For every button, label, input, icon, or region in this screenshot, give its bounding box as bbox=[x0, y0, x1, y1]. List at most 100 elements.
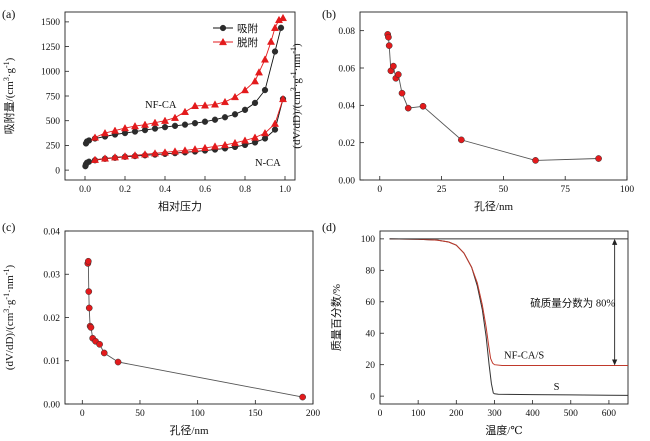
annotation-nf-ca-s: NF-CA/S bbox=[504, 350, 544, 361]
y-tick-label: 250 bbox=[46, 142, 61, 152]
x-tick-label: 0 bbox=[377, 185, 382, 195]
data-point bbox=[271, 126, 279, 133]
data-point bbox=[114, 358, 122, 366]
y-tick-label: 40 bbox=[366, 330, 376, 340]
x-axis-label: 孔径/nm bbox=[169, 424, 209, 437]
y-tick-label: 0.04 bbox=[43, 227, 60, 237]
data-point bbox=[241, 106, 249, 113]
data-point bbox=[254, 68, 264, 76]
y-tick-label: 0 bbox=[370, 392, 375, 402]
data-point bbox=[85, 288, 93, 295]
data-point bbox=[270, 23, 280, 31]
data-point bbox=[131, 128, 139, 135]
chart-panel-1: (a) 0.0 0.2 0.4 0.6 0.8 1.0 0 250 500 750 1000 1250 1… bbox=[2, 7, 296, 213]
data-point bbox=[419, 102, 427, 110]
y-tick-label: 0.02 bbox=[43, 314, 60, 324]
data-point bbox=[141, 126, 149, 134]
data-point bbox=[130, 122, 140, 130]
plot-frame bbox=[379, 230, 629, 405]
y-axis-label: 吸附量/(cm3·g-1) bbox=[2, 57, 17, 134]
y-tick-label: 60 bbox=[366, 298, 376, 308]
y-tick-label: 0.03 bbox=[43, 271, 60, 281]
y-tick-label: 1250 bbox=[41, 43, 60, 53]
legend-label: 吸附 bbox=[237, 22, 258, 35]
data-point bbox=[130, 151, 140, 159]
data-point bbox=[191, 120, 199, 127]
data-point bbox=[180, 107, 190, 115]
y-tick-label: 0.08 bbox=[338, 27, 355, 37]
data-point bbox=[110, 126, 120, 134]
data-point bbox=[85, 158, 93, 165]
data-point bbox=[231, 111, 239, 118]
x-tick-label: 50 bbox=[499, 185, 509, 195]
y-tick-label: 1000 bbox=[41, 68, 60, 78]
data-point bbox=[240, 85, 250, 94]
y-tick-label: 0.00 bbox=[338, 176, 355, 186]
x-tick-label: 25 bbox=[437, 185, 447, 195]
data-point bbox=[190, 145, 200, 153]
data-point bbox=[160, 116, 170, 124]
data-point bbox=[458, 136, 465, 144]
annotation-nf-ca: NF-CA bbox=[145, 100, 177, 111]
y-tick-label: 750 bbox=[46, 92, 61, 102]
x-axis-label: 孔径/nm bbox=[474, 200, 514, 213]
x-tick-label: 0 bbox=[378, 409, 383, 419]
y-tick-label: 500 bbox=[46, 117, 61, 127]
data-point bbox=[211, 116, 219, 123]
data-point bbox=[261, 135, 269, 142]
data-point bbox=[260, 55, 270, 63]
data-point bbox=[150, 149, 160, 157]
x-tick-label: 0.8 bbox=[239, 185, 251, 195]
panel-label: (d) bbox=[322, 220, 336, 234]
y-tick-label: 20 bbox=[366, 361, 376, 371]
y-tick-label: 0.02 bbox=[338, 139, 355, 149]
data-point bbox=[171, 122, 179, 129]
data-point bbox=[250, 77, 260, 85]
x-tick-label: 500 bbox=[564, 409, 579, 419]
x-axis-label: 相对压力 bbox=[158, 199, 202, 213]
data-point bbox=[120, 124, 130, 132]
x-tick-label: 400 bbox=[525, 409, 540, 419]
panel-label: (b) bbox=[322, 7, 336, 21]
plot-frame bbox=[64, 230, 314, 405]
data-point bbox=[110, 153, 120, 161]
data-point bbox=[84, 257, 92, 265]
x-tick-label: 200 bbox=[306, 409, 321, 419]
y-tick-label: 0.06 bbox=[338, 64, 355, 74]
y-tick-label: 0.04 bbox=[338, 102, 355, 112]
chart-panel-4: (d) 0 100 200 300 400 500 600 0 20 40 60 80 100 温度/℃ 质量… bbox=[322, 220, 629, 437]
data-point bbox=[190, 101, 200, 110]
data-point bbox=[398, 89, 406, 97]
x-tick-label: 100 bbox=[191, 409, 206, 419]
y-tick-label: 0.01 bbox=[43, 357, 60, 367]
legend-marker bbox=[219, 24, 227, 32]
legend-label: 脱附 bbox=[237, 36, 258, 49]
data-point bbox=[160, 148, 170, 156]
data-point bbox=[271, 48, 279, 55]
x-tick-label: 0.2 bbox=[119, 185, 131, 195]
y-tick-label: 80 bbox=[366, 267, 376, 277]
data-point bbox=[299, 393, 306, 401]
data-point bbox=[120, 152, 130, 160]
data-point bbox=[140, 120, 150, 128]
x-tick-label: 100 bbox=[620, 185, 635, 195]
panel-label: (a) bbox=[2, 7, 15, 21]
x-tick-label: 0.0 bbox=[79, 185, 91, 195]
y-tick-label: 0.00 bbox=[43, 400, 60, 410]
data-point bbox=[85, 304, 93, 312]
data-point bbox=[100, 154, 110, 162]
y-tick-label: 100 bbox=[361, 235, 376, 245]
data-point bbox=[251, 99, 259, 107]
data-point bbox=[170, 113, 180, 121]
y-axis-label: (dV/dD)/(cm3·g-1·nm-1) bbox=[289, 43, 304, 149]
annotation-s: S bbox=[554, 382, 560, 393]
x-tick-label: 150 bbox=[248, 409, 263, 419]
data-point bbox=[200, 101, 210, 109]
series-line-1 bbox=[387, 34, 599, 161]
data-point bbox=[200, 143, 210, 152]
data-point bbox=[220, 140, 230, 149]
y-tick-label: 1500 bbox=[41, 18, 60, 28]
data-point bbox=[220, 97, 230, 106]
x-axis-label: 温度/℃ bbox=[485, 423, 522, 437]
data-point bbox=[266, 37, 276, 45]
